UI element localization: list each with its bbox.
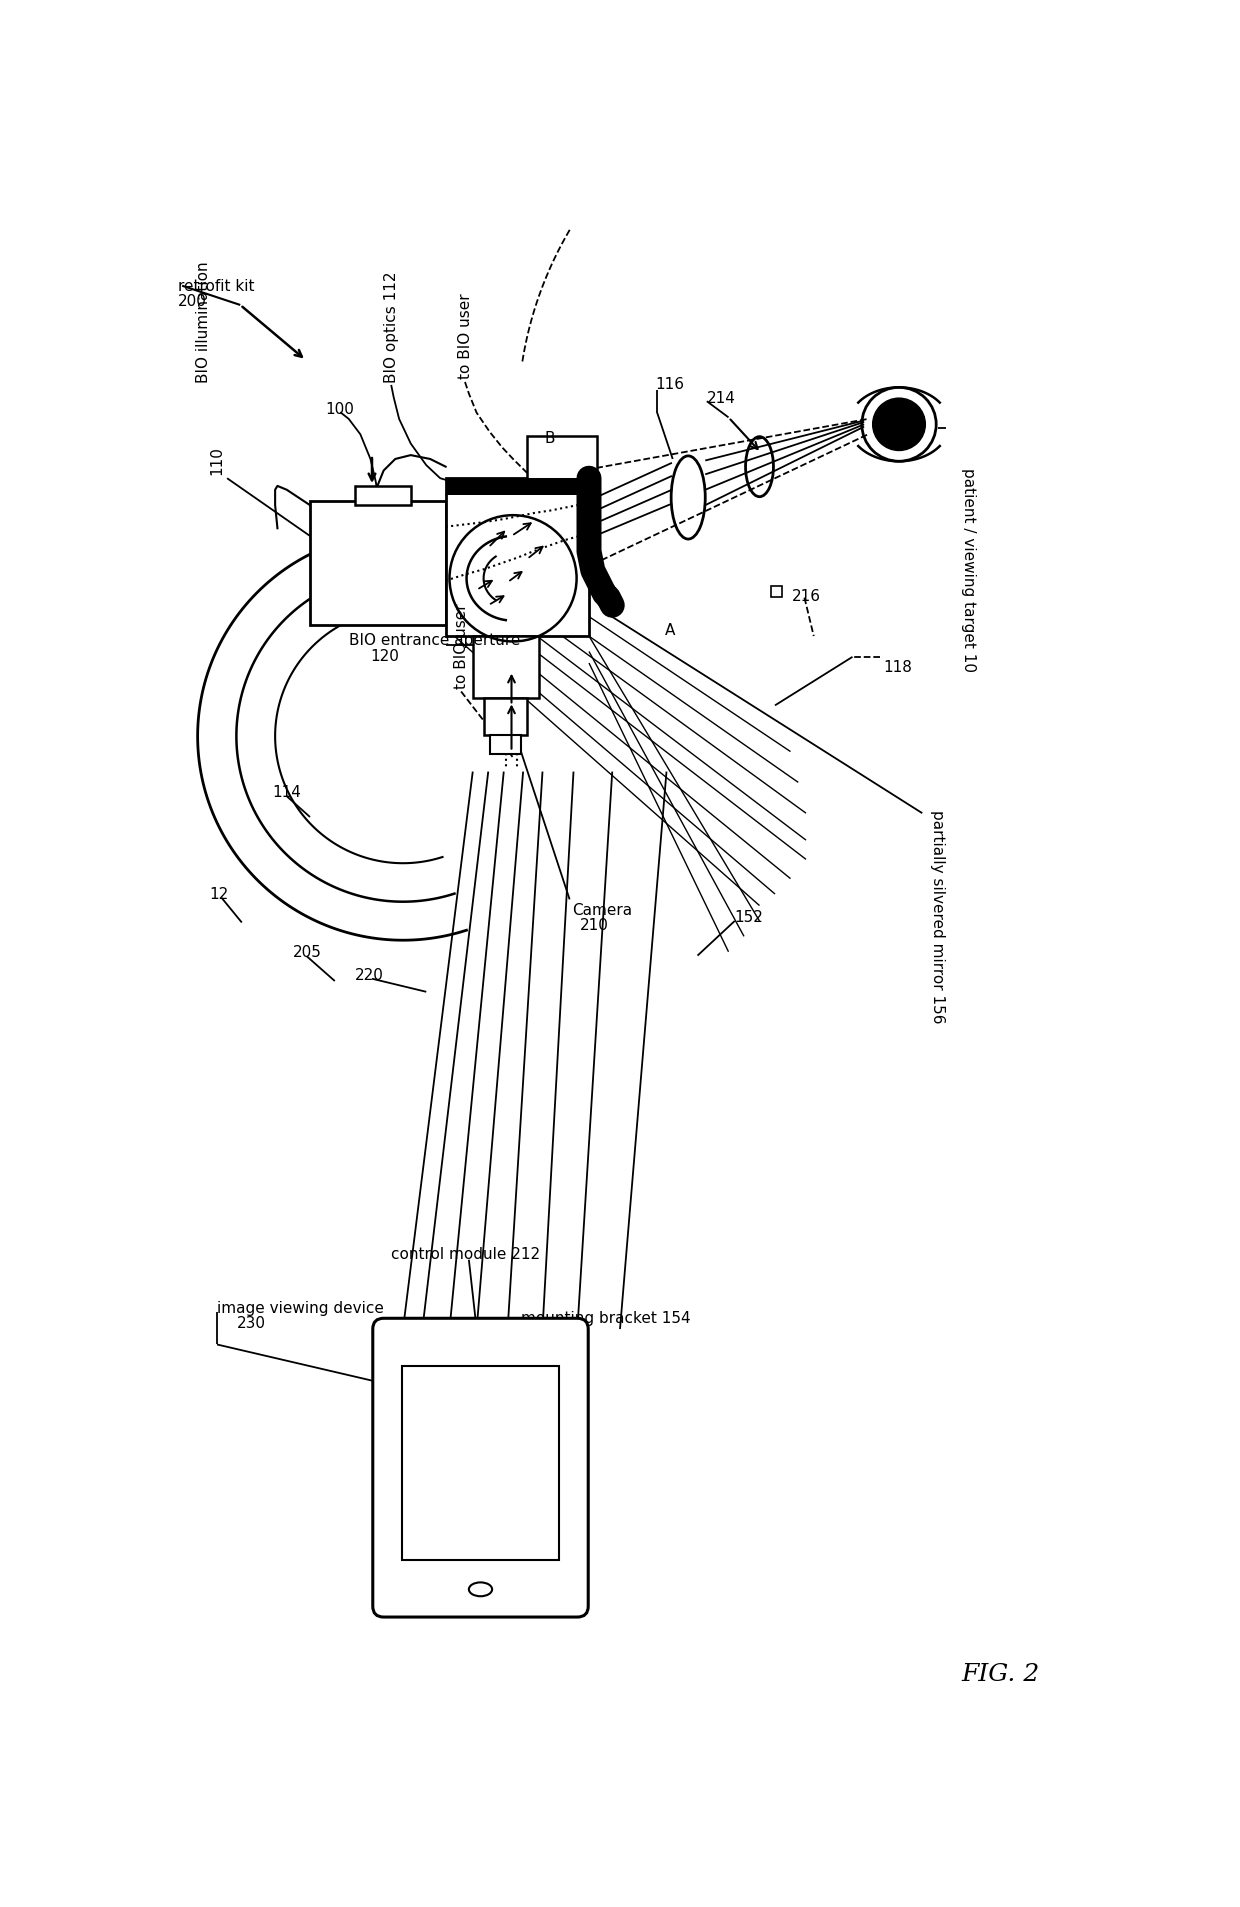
Text: FIG. 2: FIG. 2 <box>961 1661 1039 1684</box>
Text: Camera: Camera <box>572 902 632 917</box>
Text: 116: 116 <box>655 376 684 391</box>
Bar <box>527 437 596 482</box>
Bar <box>445 479 596 496</box>
Text: to BIO user: to BIO user <box>454 603 469 688</box>
Text: 118: 118 <box>883 660 913 675</box>
Text: mounting bracket 154: mounting bracket 154 <box>521 1310 691 1325</box>
Text: 205: 205 <box>293 944 322 959</box>
Circle shape <box>873 399 925 452</box>
Text: 120: 120 <box>371 648 399 664</box>
Bar <box>355 486 410 505</box>
Text: retrofit kit: retrofit kit <box>179 278 254 294</box>
Text: 230: 230 <box>237 1316 265 1331</box>
FancyBboxPatch shape <box>373 1318 588 1617</box>
Text: to BIO user: to BIO user <box>458 294 472 379</box>
Bar <box>771 587 782 597</box>
Text: 100: 100 <box>325 402 355 418</box>
Text: 110: 110 <box>210 446 224 475</box>
Text: partially silvered mirror 156: partially silvered mirror 156 <box>930 810 945 1024</box>
Text: 152: 152 <box>734 910 764 925</box>
Text: image viewing device: image viewing device <box>217 1301 384 1316</box>
Text: BIO entrance aperture: BIO entrance aperture <box>348 633 520 648</box>
Bar <box>472 637 538 698</box>
Text: 216: 216 <box>792 589 821 605</box>
Text: 12: 12 <box>210 887 228 902</box>
Bar <box>485 698 527 736</box>
Bar <box>445 479 589 637</box>
Text: BIO optics 112: BIO optics 112 <box>384 271 399 383</box>
Text: 210: 210 <box>580 917 609 933</box>
Text: BIO illumination: BIO illumination <box>196 261 211 383</box>
Text: patient / viewing target 10: patient / viewing target 10 <box>961 467 976 671</box>
Text: 114: 114 <box>273 784 301 799</box>
Text: 232: 232 <box>501 1600 529 1615</box>
Bar <box>402 1365 559 1560</box>
Bar <box>310 502 445 625</box>
Text: control module 212: control module 212 <box>392 1247 541 1261</box>
Text: 220: 220 <box>355 967 384 982</box>
Text: 200: 200 <box>179 294 207 309</box>
Text: B: B <box>544 431 556 446</box>
Text: 214: 214 <box>707 391 735 406</box>
Bar <box>490 736 521 755</box>
Text: A: A <box>665 624 676 637</box>
